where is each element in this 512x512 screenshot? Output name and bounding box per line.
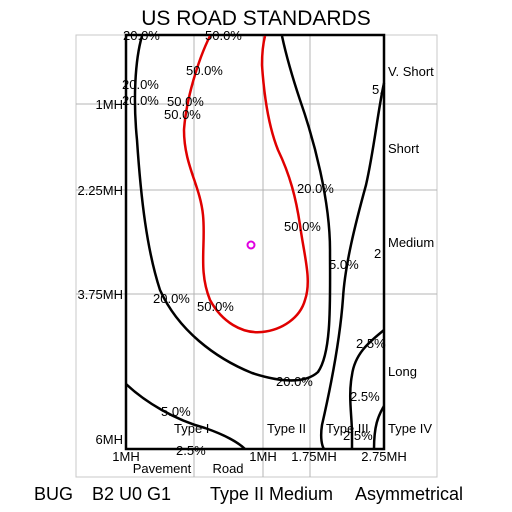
page-title: US ROAD STANDARDS (141, 7, 370, 30)
y-tick-label: 6MH (96, 432, 123, 447)
x-axis-labels: 1MH 1MH 1.75MH 2.75MH Pavement Road (112, 449, 406, 476)
length-labels: V. Short Short Medium Long (388, 64, 434, 379)
length-label-long: Long (388, 364, 417, 379)
x-tick-label: 1.75MH (291, 449, 337, 464)
contour-5pct-right (319, 82, 386, 450)
x-tick-label: 2.75MH (361, 449, 407, 464)
contour-2.5pct-far (372, 405, 386, 450)
contour-label: 20.0% (276, 374, 313, 389)
contour-label: 5.0% (329, 257, 359, 272)
contour-2.5pct (348, 329, 385, 449)
contour-label: 50.0% (164, 107, 201, 122)
contour-label: 20.0% (122, 93, 159, 108)
type-label-1: Type I (174, 421, 209, 436)
contour-label: 2 (374, 246, 381, 261)
type-label-3: Type III (326, 421, 369, 436)
contour-label: 2.5% (343, 428, 373, 443)
contour-label: 50.0% (205, 28, 242, 43)
contour-label: 20.0% (123, 28, 160, 43)
max-candela-contour (182, 35, 309, 334)
contour-label: 50.0% (167, 94, 204, 109)
contour-label: 2.5% (350, 389, 380, 404)
contour-label: 50.0% (197, 299, 234, 314)
contour-20pct (133, 35, 332, 382)
y-tick-label: 1MH (96, 97, 123, 112)
contour-label: 5. (372, 82, 383, 97)
road-box (124, 33, 386, 451)
footer-rating: B2 U0 G1 (92, 484, 171, 504)
type-labels: Type I Type II Type III Type IV (174, 421, 432, 436)
x-caption-pavement: Pavement (133, 461, 192, 476)
y-tick-label: 2.25MH (77, 183, 123, 198)
contour-label: 20.0% (122, 77, 159, 92)
footer-bug: BUG (34, 484, 73, 504)
contour-labels: 20.0% 50.0% 50.0% 20.0% 20.0% 50.0% 50.0… (122, 28, 386, 458)
type-label-2: Type II (267, 421, 306, 436)
length-label-medium: Medium (388, 235, 434, 250)
x-tick-label: 1MH (112, 449, 139, 464)
length-label-v-short: V. Short (388, 64, 434, 79)
footer-type: Type II Medium (210, 484, 333, 504)
max-candela-point (246, 240, 256, 250)
contour-label: 2.5% (356, 336, 386, 351)
length-label-short: Short (388, 141, 419, 156)
y-tick-label: 3.75MH (77, 287, 123, 302)
iso-lines (125, 35, 386, 450)
contour-label: 20.0% (297, 181, 334, 196)
contour-5pct (125, 383, 246, 450)
contour-label: 50.0% (284, 219, 321, 234)
type-label-4: Type IV (388, 421, 432, 436)
footer-symmetry: Asymmetrical (355, 484, 463, 504)
contour-label: 20.0% (153, 291, 190, 306)
x-caption-road: Road (212, 461, 243, 476)
contour-label: 5.0% (161, 404, 191, 419)
contour-label: 2.5% (176, 443, 206, 458)
y-axis-labels: 1MH 2.25MH 3.75MH 6MH (77, 97, 123, 447)
x-tick-label: 1MH (249, 449, 276, 464)
footer: BUG B2 U0 G1 Type II Medium Asymmetrical (34, 484, 463, 504)
contour-label: 50.0% (186, 63, 223, 78)
